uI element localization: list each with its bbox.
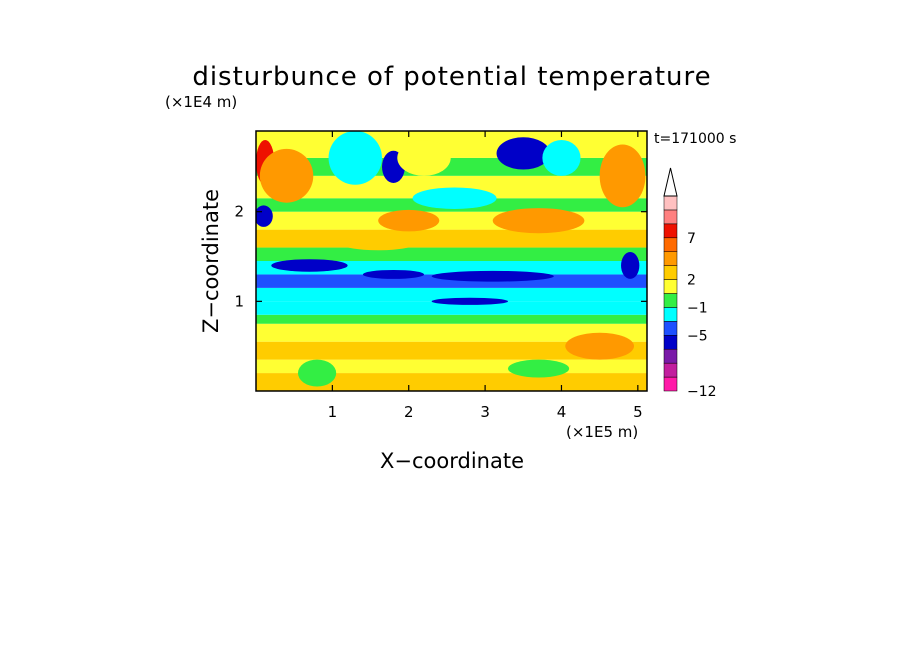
contour-feature-1	[259, 148, 314, 203]
x-axis-label: X−coordinate	[380, 449, 524, 473]
contour-feature-9	[492, 208, 585, 234]
colorbar-swatch-10	[663, 237, 678, 252]
contour-feature-7	[496, 137, 551, 170]
colorbar-extend-arrow	[663, 167, 678, 197]
contour-band-6	[256, 287, 647, 302]
colorbar-swatch-4	[663, 321, 678, 336]
x-axis: 1 2 3 4 5	[328, 131, 643, 421]
contour-feature-18	[565, 332, 635, 360]
chart-title: disturbunce of potential temperature	[192, 62, 711, 92]
contour-feature-13	[362, 269, 425, 279]
colorbar-tick-label-1: −5	[687, 328, 708, 344]
colorbar-swatch-13	[663, 195, 678, 211]
colorbar-tick-label-0: −12	[687, 384, 717, 400]
contour-band-10	[256, 229, 647, 248]
contour-band-0	[256, 373, 647, 391]
contour-band-3	[256, 323, 647, 342]
colorbar-tick-label-2: −1	[687, 300, 708, 316]
colorbar-swatch-3	[663, 335, 678, 350]
y-tick-label-1: 2	[234, 203, 244, 221]
x-tick-label-0: 1	[328, 403, 338, 421]
contour-band-5	[256, 301, 647, 315]
contour-band-8	[256, 261, 647, 275]
contour-band-11	[256, 211, 647, 230]
y-axis-label: Z−coordinate	[199, 189, 223, 333]
contour-feature-8	[378, 209, 440, 232]
contour-feature-12	[271, 259, 348, 272]
x-scale-label: (×1E5 m)	[566, 423, 638, 441]
colorbar-swatch-5	[663, 307, 678, 322]
contour-band-2	[256, 341, 647, 360]
x-tick-label-1: 2	[404, 403, 414, 421]
plot-area	[256, 131, 647, 391]
colorbar-swatch-8	[663, 265, 678, 280]
colorbar-swatch-11	[663, 223, 678, 239]
colorbar-swatch-6	[663, 293, 678, 308]
y-tick-label-0: 1	[234, 292, 244, 310]
colorbar-tick-label-3: 2	[687, 273, 696, 289]
colorbar-swatch-0	[663, 376, 678, 392]
y-axis: 12	[234, 203, 647, 310]
contour-feature-2	[256, 205, 273, 227]
colorbar-swatch-9	[663, 251, 678, 266]
x-tick-label-3: 4	[557, 403, 567, 421]
plot-frame	[255, 130, 648, 392]
colorbar: −12−5−127	[663, 167, 717, 400]
y-scale-label: (×1E4 m)	[165, 93, 237, 111]
contour-band-14	[256, 157, 647, 176]
contour-feature-19	[298, 359, 337, 387]
contour-feature-16	[621, 252, 640, 279]
x-tick-label-4: 5	[633, 403, 643, 421]
contour-feature-17	[340, 235, 417, 251]
contour-feature-6	[397, 139, 451, 176]
contour-feature-20	[508, 359, 570, 378]
contour-band-15	[256, 131, 647, 158]
contour-feature-14	[431, 270, 554, 282]
contour-feature-11	[542, 139, 581, 176]
colorbar-swatch-12	[663, 209, 678, 225]
time-label: t=171000 s	[654, 131, 736, 147]
contour-band-4	[256, 314, 647, 324]
contour-feature-10	[599, 144, 646, 208]
contour-feature-15	[431, 297, 509, 305]
contour-band-9	[256, 247, 647, 261]
contour-feature-3	[328, 131, 383, 185]
x-tick-label-2: 3	[480, 403, 490, 421]
colorbar-swatch-2	[663, 348, 678, 364]
colorbar-swatch-7	[663, 279, 678, 294]
colorbar-tick-label-4: 7	[687, 231, 696, 247]
colorbar-swatch-1	[663, 362, 678, 378]
contour-feature-5	[412, 187, 497, 209]
